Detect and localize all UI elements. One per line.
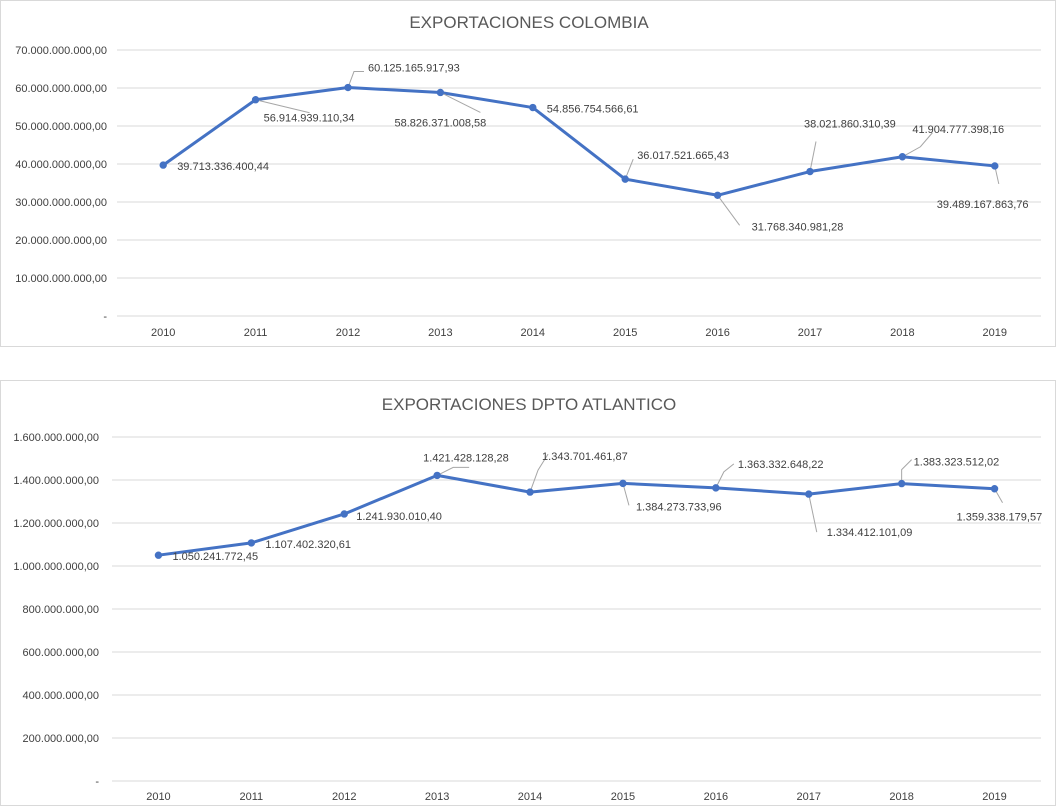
y-tick-label: 400.000.000,00 [23,690,99,702]
data-point [154,551,163,559]
data-point [619,479,627,488]
label-leader-line [436,466,470,476]
x-tick-label: 2012 [336,327,360,339]
data-label: 39.713.336.400,44 [177,161,269,173]
x-tick-label: 2018 [890,327,914,339]
x-tick-label: 2013 [428,327,452,339]
data-point [340,510,348,518]
label-leader-line [255,99,310,114]
data-point [898,153,907,161]
data-label: 1.241.930.010,40 [356,511,442,523]
x-tick-label: 2019 [983,327,1007,339]
data-point [436,88,445,97]
data-point [247,539,256,547]
y-tick-label: 200.000.000,00 [23,733,99,745]
x-tick-label: 2015 [613,327,637,339]
x-tick-label: 2016 [705,327,729,339]
label-leader-line [809,141,817,172]
chart-title: EXPORTACIONES DPTO ATLANTICO [382,395,676,414]
x-tick-label: 2019 [982,791,1006,803]
x-tick-label: 2015 [611,791,635,803]
x-tick-label: 2018 [889,791,913,803]
label-leader-line [901,459,913,484]
y-tick-label: - [103,311,107,323]
data-point [433,471,441,480]
data-label: 58.826.371.008,58 [395,117,487,129]
y-tick-label: 800.000.000,00 [23,604,99,616]
y-tick-label: 1.000.000.000,00 [13,561,99,573]
label-leader-line [715,463,735,489]
y-tick-label: 30.000.000.000,00 [15,197,107,209]
data-label: 38.021.860.310,39 [804,119,896,131]
series-line [162,86,995,197]
data-label: 60.125.165.917,93 [368,63,460,75]
data-label: 1.421.428.128,28 [423,452,509,464]
data-label: 1.334.412.101,09 [827,527,913,539]
line-chart-colombia: EXPORTACIONES COLOMBIA - 10.000.000.000,00… [15,13,1041,339]
y-tick-label: 70.000.000.000,00 [15,45,107,57]
data-label: 1.383.323.512,02 [914,457,1000,469]
x-tick-label: 2017 [797,791,821,803]
y-tick-label: 50.000.000.000,00 [15,121,107,133]
y-tick-label: 1.400.000.000,00 [13,475,99,487]
data-point [526,488,534,496]
y-tick-label: 600.000.000,00 [23,647,99,659]
x-tick-label: 2013 [425,791,449,803]
data-point [159,161,167,169]
data-point [897,479,906,488]
x-tick-label: 2010 [146,791,170,803]
x-tick-label: 2016 [704,791,728,803]
label-leader-line [347,71,364,88]
chart-title: EXPORTACIONES COLOMBIA [409,13,649,32]
data-label: 1.107.402.320,61 [265,539,351,551]
data-point [621,175,629,183]
data-label: 41.904.777.398,16 [912,124,1004,136]
y-tick-label: 1.600.000.000,00 [13,432,99,444]
y-tick-label: 20.000.000.000,00 [15,235,107,247]
chart-exportaciones-colombia: EXPORTACIONES COLOMBIA - 10.000.000.000,00… [0,0,1056,347]
y-tick-label: 60.000.000.000,00 [15,83,107,95]
data-point [712,484,720,492]
data-point [344,83,352,92]
data-label: 1.343.701.461,87 [542,451,628,463]
x-tick-label: 2010 [151,327,175,339]
x-tick-label: 2014 [521,327,545,339]
y-tick-label: 10.000.000.000,00 [15,273,107,285]
label-leader-line [808,493,818,533]
y-tick-label: 1.200.000.000,00 [13,518,99,530]
data-label: 31.768.340.981,28 [752,221,844,233]
x-tick-label: 2012 [332,791,356,803]
label-leader-line [622,483,630,506]
y-tick-label: 40.000.000.000,00 [15,159,107,171]
chart-exportaciones-atlantico: EXPORTACIONES DPTO ATLANTICO - 200.000.000… [0,380,1056,806]
x-tick-label: 2011 [240,791,264,803]
data-label: 1.384.273.733,96 [636,501,722,513]
y-tick-label: - [95,776,99,788]
data-label: 1.363.332.648,22 [738,459,824,471]
x-tick-label: 2014 [518,791,542,803]
x-tick-label: 2011 [244,327,268,339]
data-point [529,103,537,112]
data-point [806,167,814,176]
data-point [991,162,999,170]
data-point [805,490,813,498]
data-label: 1.050.241.772,45 [172,551,258,563]
data-label: 56.914.939.110,34 [264,113,355,125]
data-label: 39.489.167.863,76 [937,199,1029,211]
label-leader-line [529,453,549,493]
label-leader-line [440,92,481,113]
series-line [158,473,995,557]
data-point [713,191,722,199]
label-leader-line [717,194,741,226]
data-label: 36.017.521.665,43 [637,150,729,162]
label-leader-line [902,132,933,158]
data-point [990,485,999,493]
data-label: 1.359.338.179,57 [957,512,1043,524]
data-point [251,96,260,104]
data-label: 54.856.754.566,61 [547,104,639,116]
x-tick-label: 2017 [798,327,822,339]
line-chart-atlantico: EXPORTACIONES DPTO ATLANTICO - 200.000.000… [13,395,1043,803]
